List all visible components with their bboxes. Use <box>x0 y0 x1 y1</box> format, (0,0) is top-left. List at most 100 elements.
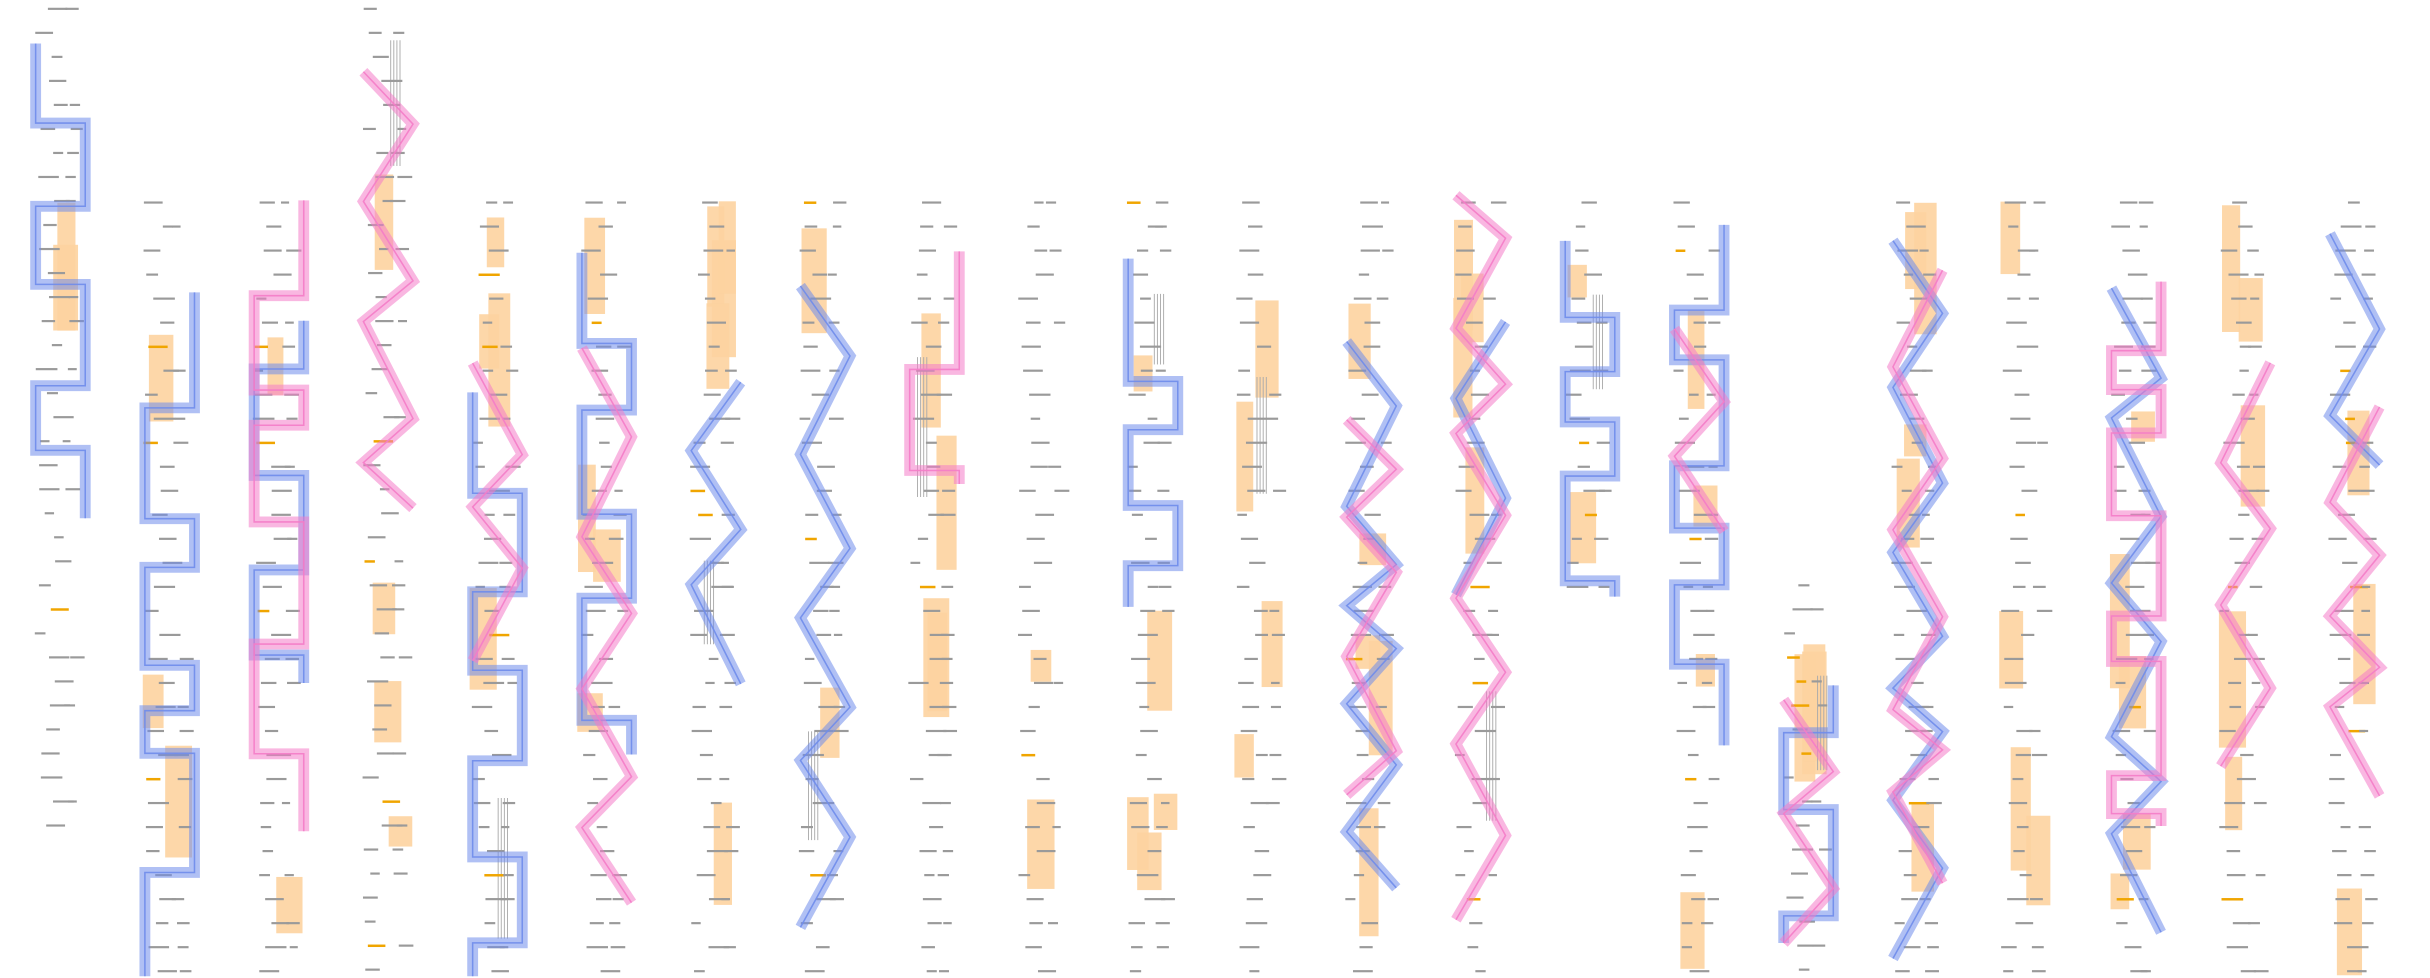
row-label <box>1381 201 1390 204</box>
row-label <box>2016 345 2039 348</box>
row-label <box>1909 369 1927 372</box>
row-label <box>475 657 493 661</box>
row-label <box>1037 970 1057 973</box>
row-label <box>286 417 298 420</box>
row-label <box>492 753 512 757</box>
row-label <box>1253 609 1268 612</box>
row-label <box>1896 321 1910 324</box>
row-label <box>2140 970 2151 973</box>
row-label <box>1029 922 1043 925</box>
row-label <box>583 753 596 757</box>
row-label <box>1018 585 1031 588</box>
row-label <box>1920 537 1935 540</box>
track-column <box>2214 201 2277 973</box>
row-label <box>1475 970 1486 973</box>
row-label <box>1019 489 1036 492</box>
row-label <box>2332 465 2347 468</box>
row-label <box>2004 201 2027 204</box>
row-label <box>284 874 294 877</box>
row-label <box>917 537 929 540</box>
track-column <box>355 7 421 971</box>
row-label <box>67 368 77 371</box>
feature-block <box>1570 492 1597 564</box>
row-label <box>1598 585 1610 588</box>
row-label <box>941 657 953 661</box>
row-label <box>491 970 509 973</box>
row-label <box>1031 441 1050 444</box>
row-label <box>1906 609 1927 612</box>
row-label <box>585 609 606 612</box>
row-label <box>67 800 77 803</box>
row-label <box>1352 970 1373 973</box>
row-label <box>1681 946 1693 949</box>
row-label <box>1253 874 1272 877</box>
row-label <box>390 199 406 203</box>
row-label <box>499 561 513 564</box>
row-label <box>709 225 725 228</box>
row-label <box>929 657 950 661</box>
row-label <box>2340 825 2351 829</box>
row-label <box>286 922 300 925</box>
track-column <box>1885 201 1952 973</box>
row-label <box>1025 825 1040 829</box>
row-label <box>2017 273 2031 276</box>
row-label <box>2144 825 2156 829</box>
row-label <box>2340 225 2362 228</box>
row-label <box>2028 297 2039 300</box>
row-label <box>2221 898 2244 901</box>
row-label <box>1158 585 1172 588</box>
row-label <box>1136 874 1159 877</box>
row-label <box>2365 225 2376 228</box>
row-label <box>1486 561 1502 564</box>
row-label <box>1036 850 1056 853</box>
row-label <box>2255 874 2266 877</box>
row-label <box>1140 297 1151 300</box>
row-label <box>1678 489 1700 492</box>
row-label <box>1382 249 1394 252</box>
row-label <box>600 970 621 973</box>
row-label <box>260 801 275 805</box>
feature-block <box>713 802 732 905</box>
row-label <box>502 801 516 805</box>
row-label <box>50 608 69 611</box>
row-label <box>285 321 294 324</box>
row-label <box>2339 681 2356 685</box>
row-label <box>1131 825 1150 829</box>
row-label <box>2037 441 2048 444</box>
row-label <box>506 369 519 372</box>
row-label <box>2253 801 2267 805</box>
row-label <box>2013 850 2025 853</box>
row-label <box>1156 946 1169 949</box>
row-label <box>2333 922 2353 925</box>
row-label <box>2357 970 2367 973</box>
row-label <box>1708 321 1721 324</box>
row-label <box>1147 417 1158 420</box>
row-label <box>2236 321 2252 324</box>
row-label <box>2029 729 2041 733</box>
row-label <box>143 441 158 445</box>
row-label <box>70 127 83 131</box>
row-label <box>68 295 79 299</box>
row-label <box>1363 345 1381 348</box>
feature-block <box>1027 799 1055 889</box>
row-label <box>617 201 627 204</box>
alignment-edge <box>144 292 196 977</box>
row-label <box>1456 249 1475 252</box>
row-label <box>1271 633 1285 636</box>
row-label <box>938 321 950 324</box>
row-label <box>937 874 949 877</box>
row-label <box>54 680 74 683</box>
row-label <box>1027 225 1040 228</box>
row-label <box>2113 465 2125 468</box>
row-label <box>2116 898 2134 901</box>
row-label <box>2121 825 2141 829</box>
row-label <box>1359 946 1373 949</box>
row-label <box>179 657 194 661</box>
alignment-edge <box>2110 281 2162 826</box>
row-label <box>145 609 159 612</box>
row-label <box>720 441 734 444</box>
row-label <box>2347 201 2360 204</box>
row-label <box>918 249 936 252</box>
row-label <box>1694 345 1707 348</box>
row-label <box>503 201 514 204</box>
